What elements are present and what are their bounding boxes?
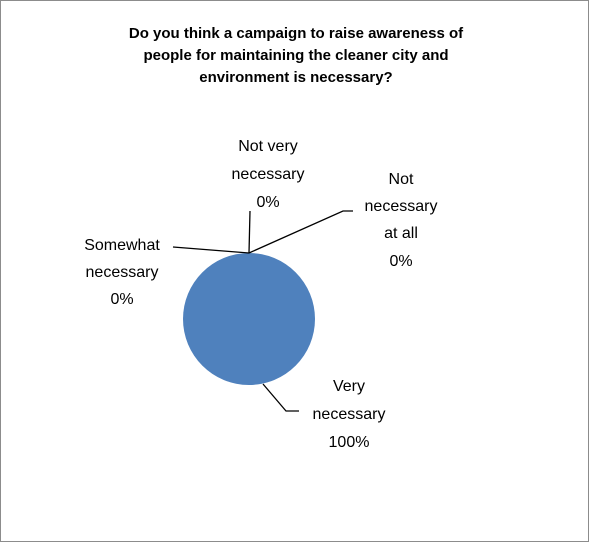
label-very-necessary-line-2: necessary: [313, 406, 386, 423]
chart-title: Do you think a campaign to raise awarene…: [61, 23, 531, 89]
leader-line-not-very-necessary: [248, 210, 251, 254]
pie-slices: [183, 253, 315, 385]
label-not-very-necessary-line-1: Not very: [238, 138, 298, 155]
label-somewhat-necessary-value: 0%: [110, 291, 133, 308]
label-somewhat-necessary-line-1: Somewhat: [84, 237, 160, 254]
chart-title-line-3: environment is necessary?: [199, 69, 393, 86]
chart-title-line-1: Do you think a campaign to raise awarene…: [128, 25, 464, 42]
label-not-necessary-at-all-line-3: at all: [384, 225, 418, 242]
label-not-very-necessary-line-2: necessary: [232, 166, 305, 183]
label-not-very-necessary-value: 0%: [256, 194, 279, 211]
chart-title-line-2: people for maintaining the cleaner city …: [143, 47, 449, 64]
label-not-necessary-at-all-line-1: Not: [389, 171, 414, 188]
pie-slice-very-necessary: [183, 253, 315, 385]
leader-line-not-necessary-at-all: [248, 210, 353, 254]
label-not-necessary-at-all-line-2: necessary: [365, 198, 438, 215]
leader-line-very-necessary: [262, 383, 299, 412]
label-very-necessary-value: 100%: [329, 434, 370, 451]
label-very-necessary-line-1: Very: [333, 378, 365, 395]
leader-line-somewhat-necessary: [172, 246, 250, 254]
label-not-necessary-at-all-value: 0%: [389, 253, 412, 270]
label-somewhat-necessary-line-2: necessary: [86, 264, 159, 281]
